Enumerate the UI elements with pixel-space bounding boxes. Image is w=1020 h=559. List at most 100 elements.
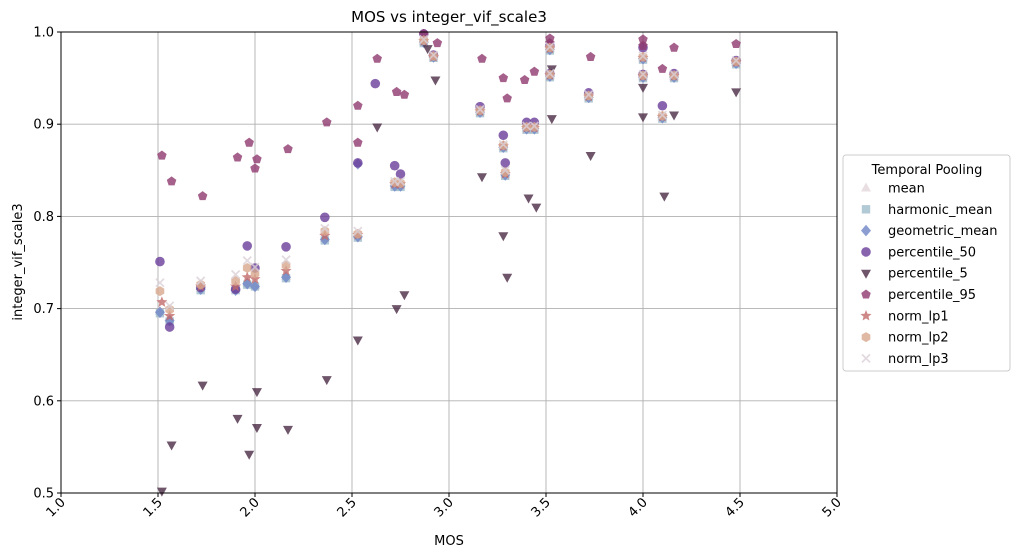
legend-marker (861, 224, 871, 237)
data-point (422, 45, 433, 55)
data-point (372, 123, 383, 133)
data-point (498, 130, 509, 141)
data-point (638, 83, 648, 93)
x-tick-label: 5.0 (820, 495, 845, 520)
data-point (669, 111, 680, 121)
data-point (241, 271, 253, 282)
data-point (353, 226, 363, 236)
data-point (156, 487, 167, 497)
series-mean (154, 35, 742, 324)
data-point (251, 388, 262, 398)
data-point (242, 263, 252, 274)
data-point (252, 154, 262, 164)
data-point (250, 163, 260, 173)
data-point (244, 450, 255, 460)
data-point (500, 167, 510, 178)
x-tick-label: 1.5 (141, 495, 166, 520)
x-tick-label: 3.5 (529, 495, 554, 520)
y-axis-label: integer_vif_scale3 (11, 203, 26, 320)
data-point (320, 226, 330, 237)
data-point (657, 100, 668, 111)
data-point (370, 78, 381, 89)
data-point (197, 381, 208, 391)
data-point (391, 86, 402, 96)
data-point (353, 158, 363, 168)
data-point (155, 278, 165, 288)
legend-label: percentile_5 (888, 267, 968, 282)
data-point (731, 88, 742, 98)
data-point (242, 241, 253, 251)
series-geometric-mean (154, 36, 742, 327)
data-point (319, 233, 330, 246)
data-point (546, 115, 557, 125)
data-point (428, 50, 439, 60)
data-point (242, 256, 252, 266)
x-axis-label: MOS (434, 534, 464, 549)
data-point (281, 242, 291, 252)
legend-marker (860, 310, 872, 321)
data-point (546, 65, 557, 75)
series-norm-lp3 (155, 34, 741, 311)
data-point (399, 89, 410, 99)
series-percentile-95 (157, 28, 741, 201)
data-point (156, 296, 168, 307)
data-point (669, 42, 679, 52)
legend-marker (861, 353, 871, 364)
data-point (232, 152, 243, 162)
series-norm-lp2 (155, 35, 741, 315)
x-tick-label: 4.0 (626, 495, 651, 520)
y-tick-label: 0.5 (33, 487, 54, 502)
legend: Temporal Pooling mean harmonic_meangeomet… (842, 154, 1011, 372)
data-point (638, 40, 648, 50)
legend-label: percentile_50 (888, 245, 976, 260)
legend-label: harmonic_mean (888, 203, 992, 218)
data-point (283, 144, 293, 154)
data-point (164, 322, 175, 332)
data-point (419, 28, 429, 38)
legend-label: mean (888, 182, 925, 197)
data-point (545, 68, 555, 79)
data-point (529, 66, 540, 76)
data-point (230, 269, 241, 280)
data-point (669, 69, 679, 80)
legend-item-harmonic-mean: harmonic_mean (861, 203, 992, 218)
legend-marker (861, 289, 871, 299)
legend-item-percentile-50: percentile_50 (861, 245, 976, 260)
data-point (432, 38, 443, 48)
data-point (502, 93, 512, 103)
data-point (529, 121, 539, 131)
data-point (250, 262, 260, 272)
legend-item-geometric-mean: geometric_mean (861, 224, 997, 239)
legend-marker (861, 205, 871, 214)
legend-marker (861, 247, 871, 257)
data-point (545, 42, 555, 52)
data-point (196, 276, 206, 286)
data-point (584, 90, 594, 100)
x-tick-label: 2.0 (238, 495, 263, 520)
data-point (500, 165, 510, 175)
data-point (638, 34, 648, 44)
y-tick-label: 1.0 (33, 26, 54, 41)
data-point (353, 137, 363, 147)
data-point (155, 286, 165, 297)
data-point (154, 306, 165, 319)
data-point (430, 76, 441, 86)
data-point (232, 414, 243, 424)
data-point (500, 158, 511, 168)
x-tick-label: 4.5 (723, 495, 748, 520)
data-point (166, 176, 177, 186)
data-point (250, 280, 260, 293)
y-tick-label: 0.9 (33, 118, 54, 133)
data-point (476, 173, 487, 183)
data-point (244, 137, 254, 147)
x-tick-label: 3.0 (432, 495, 457, 520)
data-point (231, 275, 240, 286)
data-point (399, 291, 410, 301)
x-axis-ticks: 1.0 1.5 2.0 2.5 3.0 3.5 4.0 4.5 5.0 (44, 493, 845, 520)
legend-label: norm_lp1 (888, 309, 949, 324)
data-point (353, 228, 363, 239)
data-point (638, 51, 648, 61)
data-point (502, 273, 513, 283)
legend-title: Temporal Pooling (871, 163, 983, 178)
data-point (521, 121, 532, 131)
